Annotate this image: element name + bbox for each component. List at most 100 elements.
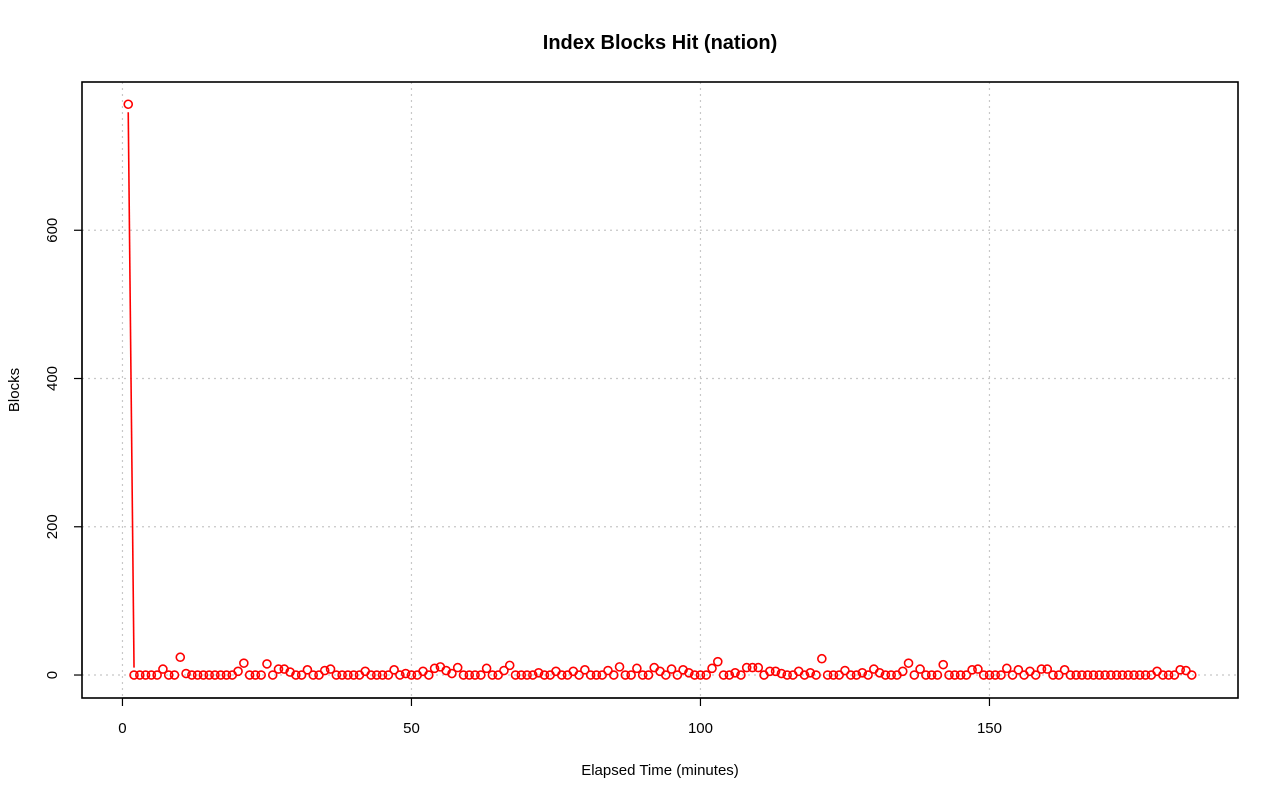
data-point bbox=[955, 670, 966, 680]
data-point bbox=[1106, 670, 1116, 680]
data-point bbox=[776, 668, 787, 679]
data-point bbox=[1094, 670, 1105, 680]
data-point bbox=[135, 670, 145, 680]
data-point bbox=[1071, 670, 1081, 680]
data-point bbox=[487, 670, 498, 680]
data-point bbox=[192, 670, 203, 680]
data-point bbox=[874, 667, 885, 678]
data-point bbox=[718, 670, 729, 680]
data-point bbox=[614, 662, 625, 672]
data-point bbox=[539, 670, 550, 680]
data-point bbox=[1140, 670, 1151, 680]
data-point bbox=[1007, 670, 1018, 680]
x-tick-label-0: 0 bbox=[118, 720, 126, 737]
data-point bbox=[250, 670, 261, 680]
data-point bbox=[695, 670, 706, 680]
data-point bbox=[857, 667, 868, 678]
chart-title: Index Blocks Hit (nation) bbox=[543, 32, 777, 54]
data-point bbox=[244, 670, 255, 680]
data-point bbox=[782, 670, 792, 680]
x-tick-label-2: 100 bbox=[688, 720, 713, 737]
data-point bbox=[643, 670, 654, 680]
data-point bbox=[730, 667, 740, 678]
data-point bbox=[273, 664, 284, 674]
data-point bbox=[1077, 670, 1087, 680]
data-point bbox=[880, 670, 891, 680]
data-point bbox=[585, 670, 596, 680]
data-point bbox=[1186, 670, 1197, 680]
data-point bbox=[944, 670, 954, 680]
data-point bbox=[123, 99, 134, 110]
data-point bbox=[204, 670, 214, 680]
data-point bbox=[158, 664, 168, 674]
x-axis-label: Elapsed Time (minutes) bbox=[581, 762, 739, 779]
data-point bbox=[516, 670, 527, 680]
data-point bbox=[129, 670, 139, 680]
data-point bbox=[210, 670, 220, 680]
data-point bbox=[348, 670, 359, 680]
data-point bbox=[1134, 670, 1145, 680]
data-point bbox=[429, 663, 440, 674]
data-point bbox=[319, 665, 330, 676]
data-point bbox=[712, 656, 723, 667]
data-point bbox=[1158, 670, 1168, 680]
data-point bbox=[632, 663, 642, 674]
data-point bbox=[660, 670, 671, 680]
data-point bbox=[811, 670, 821, 680]
data-point bbox=[1088, 670, 1099, 680]
data-point bbox=[296, 670, 307, 680]
data-point bbox=[1054, 670, 1064, 680]
data-point bbox=[308, 670, 319, 680]
data-point bbox=[464, 670, 475, 680]
data-point bbox=[331, 670, 342, 680]
data-point bbox=[822, 670, 833, 680]
data-point bbox=[915, 664, 925, 674]
data-point bbox=[302, 665, 313, 675]
data-point bbox=[741, 662, 752, 673]
data-point bbox=[1111, 670, 1122, 680]
data-point bbox=[1117, 670, 1128, 680]
data-point bbox=[256, 670, 266, 680]
data-point bbox=[221, 670, 232, 680]
data-point bbox=[1048, 670, 1058, 680]
data-point bbox=[481, 663, 492, 674]
data-point bbox=[984, 670, 995, 680]
data-point bbox=[1013, 665, 1024, 675]
data-point bbox=[1001, 663, 1012, 674]
data-point bbox=[851, 670, 862, 680]
data-point bbox=[371, 670, 382, 680]
data-point bbox=[1123, 670, 1133, 680]
data-point bbox=[262, 659, 272, 669]
data-point bbox=[828, 670, 839, 680]
x-tick-label-3: 150 bbox=[977, 720, 1002, 737]
data-point bbox=[753, 662, 764, 673]
data-point bbox=[267, 670, 278, 680]
data-point bbox=[637, 670, 648, 680]
data-point bbox=[967, 665, 977, 675]
y-tick-label-3: 600 bbox=[44, 218, 61, 243]
data-point bbox=[863, 670, 873, 680]
data-point bbox=[949, 670, 960, 680]
data-point bbox=[978, 670, 989, 680]
data-point bbox=[215, 670, 226, 680]
data-point bbox=[1082, 670, 1093, 680]
axes: 0 50 100 150 0 200 400 600 bbox=[44, 218, 1002, 737]
data-point bbox=[620, 670, 631, 680]
data-point bbox=[556, 670, 567, 680]
data-point bbox=[499, 665, 509, 676]
data-point bbox=[765, 666, 775, 677]
data-point bbox=[504, 660, 515, 671]
data-point bbox=[1100, 670, 1110, 680]
data-point bbox=[701, 670, 712, 680]
data-point bbox=[198, 670, 209, 680]
data-point bbox=[337, 670, 347, 680]
data-point bbox=[452, 662, 463, 673]
plot-frame bbox=[81, 81, 1239, 699]
data-point bbox=[938, 659, 949, 670]
data-point bbox=[377, 670, 388, 680]
data-point bbox=[389, 665, 399, 675]
data-point bbox=[152, 670, 162, 680]
data-point bbox=[903, 658, 914, 668]
data-point bbox=[470, 670, 480, 680]
